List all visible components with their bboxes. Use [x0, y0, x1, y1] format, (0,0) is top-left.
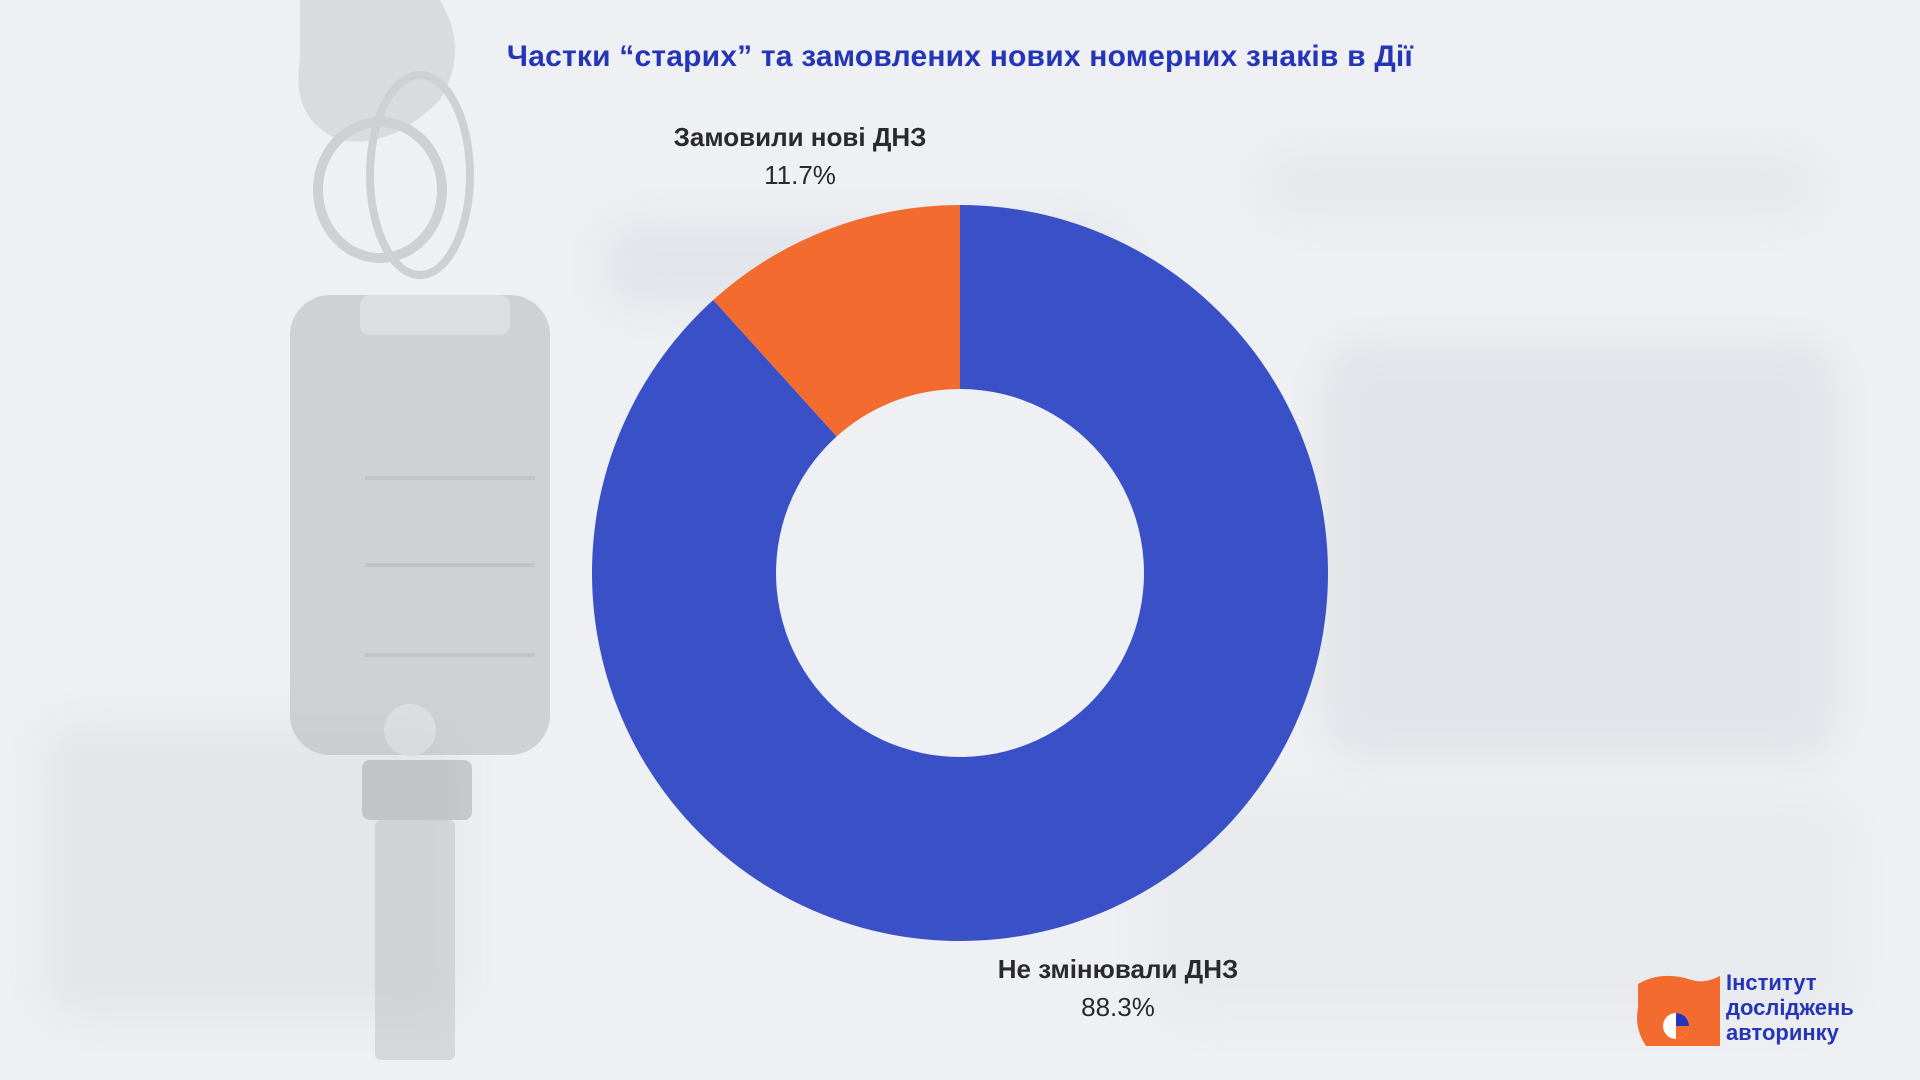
donut-slice	[713, 205, 960, 437]
slice-label: Замовили нові ДНЗ 11.7%	[674, 118, 927, 194]
background-blur	[1150, 800, 1850, 1020]
car-key-illustration	[290, 0, 550, 1060]
slice-label-name: Не змінювали ДНЗ	[997, 954, 1239, 984]
background-blur	[1320, 340, 1840, 760]
slice-label-value: 88.3%	[1081, 992, 1155, 1022]
logo-text: Інститут досліджень авторинку	[1726, 970, 1854, 1045]
logo-line: досліджень	[1726, 995, 1854, 1020]
donut-slice	[591, 205, 1328, 942]
logo-line: Інститут	[1726, 970, 1817, 995]
slice-label-name: Замовили нові ДНЗ	[673, 122, 927, 152]
logo-line: авторинку	[1726, 1020, 1839, 1045]
background-blur	[1260, 150, 1820, 220]
chart-title: Частки “старих” та замовлених нових номе…	[506, 40, 1414, 73]
slice-label: Не змінювали ДНЗ 88.3%	[998, 950, 1239, 1026]
logo-mark	[1637, 975, 1720, 1046]
slice-label-value: 11.7%	[764, 160, 836, 190]
